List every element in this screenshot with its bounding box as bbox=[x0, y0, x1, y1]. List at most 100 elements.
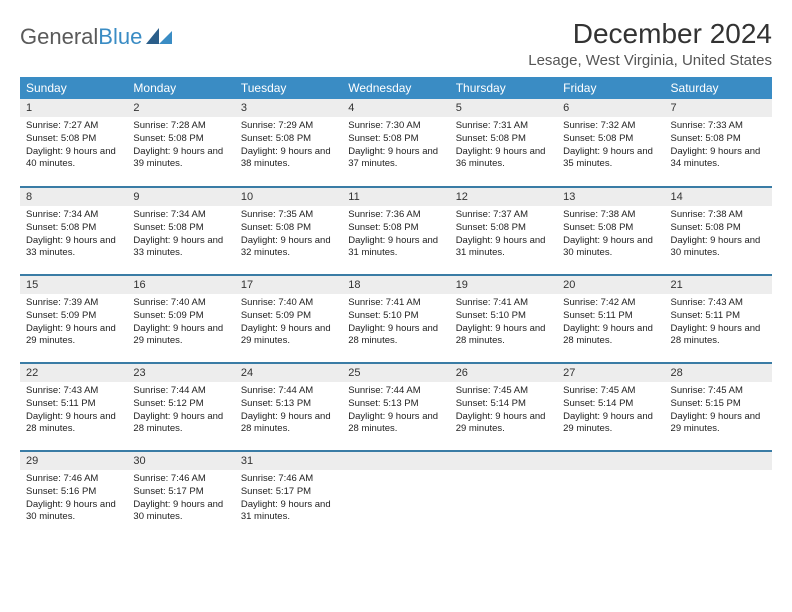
day-cell: 4Sunrise: 7:30 AMSunset: 5:08 PMDaylight… bbox=[342, 99, 449, 187]
day-cell bbox=[557, 451, 664, 539]
location: Lesage, West Virginia, United States bbox=[528, 52, 772, 69]
day-details: Sunrise: 7:39 AMSunset: 5:09 PMDaylight:… bbox=[20, 294, 127, 352]
day-cell: 27Sunrise: 7:45 AMSunset: 5:14 PMDayligh… bbox=[557, 363, 664, 451]
empty-day bbox=[342, 452, 449, 470]
day-details: Sunrise: 7:46 AMSunset: 5:17 PMDaylight:… bbox=[127, 470, 234, 528]
day-cell bbox=[450, 451, 557, 539]
empty-day bbox=[450, 452, 557, 470]
empty-day bbox=[557, 452, 664, 470]
day-number: 28 bbox=[665, 364, 772, 382]
day-cell: 21Sunrise: 7:43 AMSunset: 5:11 PMDayligh… bbox=[665, 275, 772, 363]
day-details: Sunrise: 7:38 AMSunset: 5:08 PMDaylight:… bbox=[665, 206, 772, 264]
day-number: 29 bbox=[20, 452, 127, 470]
day-cell: 12Sunrise: 7:37 AMSunset: 5:08 PMDayligh… bbox=[450, 187, 557, 275]
day-details: Sunrise: 7:37 AMSunset: 5:08 PMDaylight:… bbox=[450, 206, 557, 264]
day-details: Sunrise: 7:28 AMSunset: 5:08 PMDaylight:… bbox=[127, 117, 234, 175]
day-number: 20 bbox=[557, 276, 664, 294]
calendar-body: 1Sunrise: 7:27 AMSunset: 5:08 PMDaylight… bbox=[20, 99, 772, 539]
day-cell: 5Sunrise: 7:31 AMSunset: 5:08 PMDaylight… bbox=[450, 99, 557, 187]
day-cell: 20Sunrise: 7:42 AMSunset: 5:11 PMDayligh… bbox=[557, 275, 664, 363]
day-cell: 19Sunrise: 7:41 AMSunset: 5:10 PMDayligh… bbox=[450, 275, 557, 363]
day-cell bbox=[665, 451, 772, 539]
day-cell: 1Sunrise: 7:27 AMSunset: 5:08 PMDaylight… bbox=[20, 99, 127, 187]
day-details: Sunrise: 7:27 AMSunset: 5:08 PMDaylight:… bbox=[20, 117, 127, 175]
day-cell: 17Sunrise: 7:40 AMSunset: 5:09 PMDayligh… bbox=[235, 275, 342, 363]
logo-icon bbox=[146, 24, 172, 50]
day-number: 2 bbox=[127, 99, 234, 117]
day-cell: 6Sunrise: 7:32 AMSunset: 5:08 PMDaylight… bbox=[557, 99, 664, 187]
day-header: Wednesday bbox=[342, 77, 449, 99]
day-cell: 18Sunrise: 7:41 AMSunset: 5:10 PMDayligh… bbox=[342, 275, 449, 363]
day-details: Sunrise: 7:45 AMSunset: 5:15 PMDaylight:… bbox=[665, 382, 772, 440]
day-number: 15 bbox=[20, 276, 127, 294]
day-details: Sunrise: 7:46 AMSunset: 5:16 PMDaylight:… bbox=[20, 470, 127, 528]
day-number: 6 bbox=[557, 99, 664, 117]
day-details: Sunrise: 7:36 AMSunset: 5:08 PMDaylight:… bbox=[342, 206, 449, 264]
day-details: Sunrise: 7:34 AMSunset: 5:08 PMDaylight:… bbox=[127, 206, 234, 264]
day-cell: 8Sunrise: 7:34 AMSunset: 5:08 PMDaylight… bbox=[20, 187, 127, 275]
day-cell: 9Sunrise: 7:34 AMSunset: 5:08 PMDaylight… bbox=[127, 187, 234, 275]
day-details: Sunrise: 7:40 AMSunset: 5:09 PMDaylight:… bbox=[235, 294, 342, 352]
header: GeneralBlue December 2024 Lesage, West V… bbox=[20, 18, 772, 69]
day-details: Sunrise: 7:43 AMSunset: 5:11 PMDaylight:… bbox=[665, 294, 772, 352]
day-header: Tuesday bbox=[235, 77, 342, 99]
logo-text-2: Blue bbox=[98, 24, 142, 50]
day-cell: 31Sunrise: 7:46 AMSunset: 5:17 PMDayligh… bbox=[235, 451, 342, 539]
day-details: Sunrise: 7:40 AMSunset: 5:09 PMDaylight:… bbox=[127, 294, 234, 352]
day-details: Sunrise: 7:44 AMSunset: 5:12 PMDaylight:… bbox=[127, 382, 234, 440]
day-number: 26 bbox=[450, 364, 557, 382]
day-details: Sunrise: 7:29 AMSunset: 5:08 PMDaylight:… bbox=[235, 117, 342, 175]
day-header: Thursday bbox=[450, 77, 557, 99]
day-details: Sunrise: 7:38 AMSunset: 5:08 PMDaylight:… bbox=[557, 206, 664, 264]
day-number: 22 bbox=[20, 364, 127, 382]
day-cell: 28Sunrise: 7:45 AMSunset: 5:15 PMDayligh… bbox=[665, 363, 772, 451]
day-number: 19 bbox=[450, 276, 557, 294]
day-header: Friday bbox=[557, 77, 664, 99]
day-details: Sunrise: 7:35 AMSunset: 5:08 PMDaylight:… bbox=[235, 206, 342, 264]
day-cell: 11Sunrise: 7:36 AMSunset: 5:08 PMDayligh… bbox=[342, 187, 449, 275]
day-cell: 22Sunrise: 7:43 AMSunset: 5:11 PMDayligh… bbox=[20, 363, 127, 451]
day-cell: 15Sunrise: 7:39 AMSunset: 5:09 PMDayligh… bbox=[20, 275, 127, 363]
day-cell: 14Sunrise: 7:38 AMSunset: 5:08 PMDayligh… bbox=[665, 187, 772, 275]
day-number: 21 bbox=[665, 276, 772, 294]
day-details: Sunrise: 7:41 AMSunset: 5:10 PMDaylight:… bbox=[342, 294, 449, 352]
day-number: 7 bbox=[665, 99, 772, 117]
day-number: 23 bbox=[127, 364, 234, 382]
day-cell: 16Sunrise: 7:40 AMSunset: 5:09 PMDayligh… bbox=[127, 275, 234, 363]
day-cell: 29Sunrise: 7:46 AMSunset: 5:16 PMDayligh… bbox=[20, 451, 127, 539]
day-details: Sunrise: 7:31 AMSunset: 5:08 PMDaylight:… bbox=[450, 117, 557, 175]
day-number: 8 bbox=[20, 188, 127, 206]
calendar-head: SundayMondayTuesdayWednesdayThursdayFrid… bbox=[20, 77, 772, 99]
day-details: Sunrise: 7:44 AMSunset: 5:13 PMDaylight:… bbox=[342, 382, 449, 440]
day-header: Monday bbox=[127, 77, 234, 99]
day-number: 27 bbox=[557, 364, 664, 382]
logo-text-1: General bbox=[20, 24, 98, 50]
day-cell: 7Sunrise: 7:33 AMSunset: 5:08 PMDaylight… bbox=[665, 99, 772, 187]
title-block: December 2024 Lesage, West Virginia, Uni… bbox=[528, 18, 772, 69]
day-cell: 13Sunrise: 7:38 AMSunset: 5:08 PMDayligh… bbox=[557, 187, 664, 275]
day-number: 11 bbox=[342, 188, 449, 206]
day-number: 10 bbox=[235, 188, 342, 206]
day-details: Sunrise: 7:42 AMSunset: 5:11 PMDaylight:… bbox=[557, 294, 664, 352]
day-number: 5 bbox=[450, 99, 557, 117]
day-number: 31 bbox=[235, 452, 342, 470]
day-details: Sunrise: 7:43 AMSunset: 5:11 PMDaylight:… bbox=[20, 382, 127, 440]
day-cell: 26Sunrise: 7:45 AMSunset: 5:14 PMDayligh… bbox=[450, 363, 557, 451]
day-cell: 25Sunrise: 7:44 AMSunset: 5:13 PMDayligh… bbox=[342, 363, 449, 451]
day-number: 17 bbox=[235, 276, 342, 294]
day-number: 3 bbox=[235, 99, 342, 117]
day-cell: 10Sunrise: 7:35 AMSunset: 5:08 PMDayligh… bbox=[235, 187, 342, 275]
day-number: 30 bbox=[127, 452, 234, 470]
day-number: 16 bbox=[127, 276, 234, 294]
day-details: Sunrise: 7:41 AMSunset: 5:10 PMDaylight:… bbox=[450, 294, 557, 352]
day-number: 4 bbox=[342, 99, 449, 117]
day-cell bbox=[342, 451, 449, 539]
day-details: Sunrise: 7:46 AMSunset: 5:17 PMDaylight:… bbox=[235, 470, 342, 528]
day-header: Sunday bbox=[20, 77, 127, 99]
day-number: 9 bbox=[127, 188, 234, 206]
logo: GeneralBlue bbox=[20, 18, 172, 50]
day-details: Sunrise: 7:45 AMSunset: 5:14 PMDaylight:… bbox=[450, 382, 557, 440]
day-details: Sunrise: 7:44 AMSunset: 5:13 PMDaylight:… bbox=[235, 382, 342, 440]
day-cell: 24Sunrise: 7:44 AMSunset: 5:13 PMDayligh… bbox=[235, 363, 342, 451]
day-cell: 23Sunrise: 7:44 AMSunset: 5:12 PMDayligh… bbox=[127, 363, 234, 451]
